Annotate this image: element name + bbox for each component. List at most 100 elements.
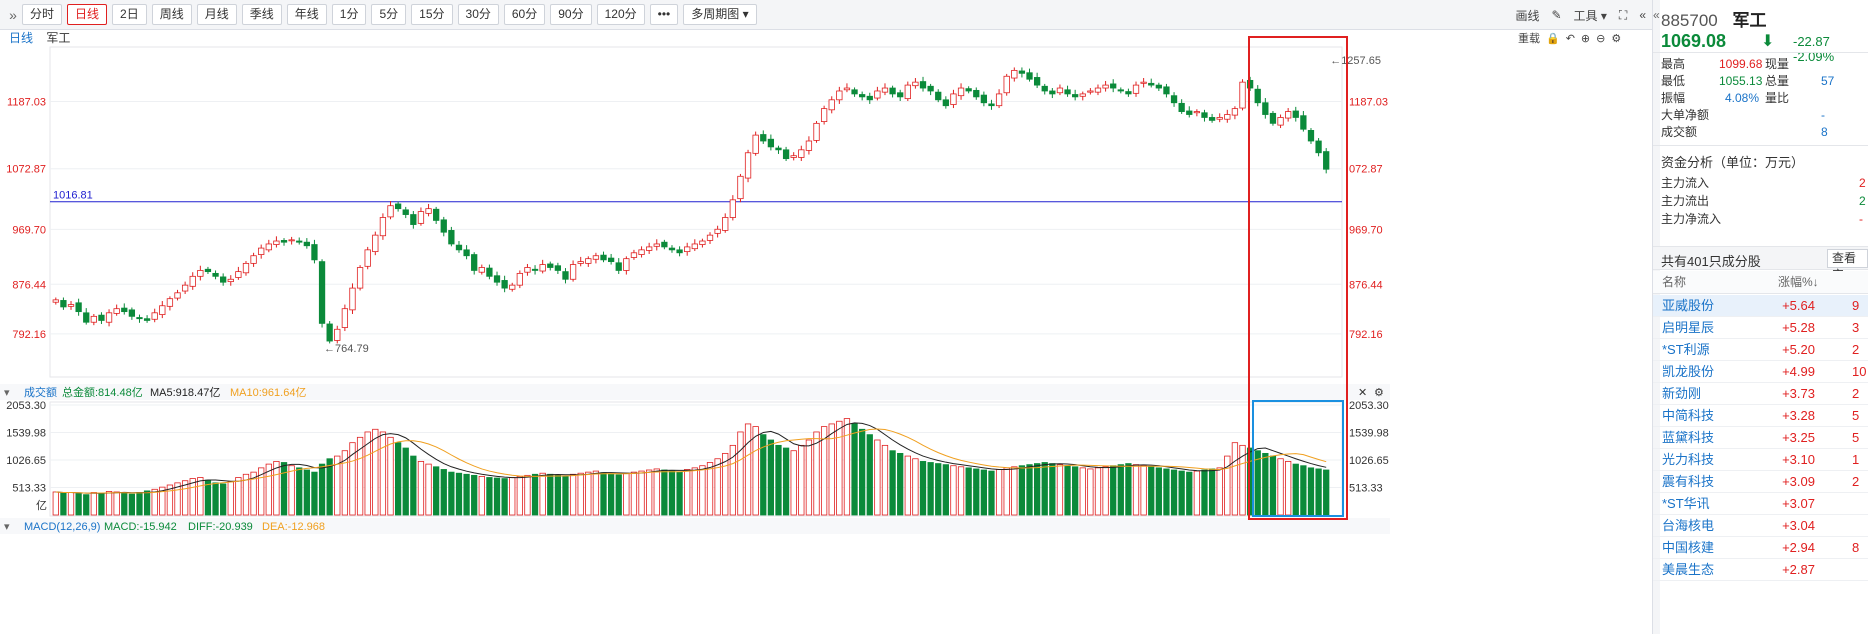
stock-name[interactable]: 中简科技 [1662,408,1715,423]
candle-body [554,265,562,271]
price-tick-right: 072.87 [1349,164,1383,176]
macd-label[interactable]: MACD(12,26,9) [24,521,100,533]
period-button-5[interactable]: 季线 [241,4,282,25]
candle [767,134,775,151]
table-row[interactable]: 启明星辰 +5.28 3 [1653,317,1868,339]
candle-body [356,267,364,289]
candle [387,201,394,220]
pencil-icon[interactable]: ✎ [1551,8,1562,22]
stock-name[interactable]: 凯龙股份 [1662,364,1715,379]
collapse-icon[interactable]: « [1639,8,1646,22]
period-button-15[interactable]: 多周期图 ▾ [683,4,757,25]
period-button-7[interactable]: 1分 [331,4,367,25]
period-button-14[interactable]: ••• [649,4,679,25]
period-button-9[interactable]: 15分 [411,4,453,25]
sidebar-toggle[interactable]: « [1652,0,1660,634]
candle-body [516,272,523,286]
period-button-11[interactable]: 60分 [503,4,546,25]
table-row[interactable]: 蓝黛科技 +3.25 5 [1653,427,1868,449]
table-row[interactable]: 新劲刚 +3.73 2 [1653,383,1868,405]
period-button-10[interactable]: 30分 [457,4,499,25]
stock-change-pct: +2.87 [1782,562,1815,577]
period-button-8[interactable]: 5分 [371,4,407,25]
fullscreen-icon[interactable]: ⛶ [1618,7,1628,22]
stock-name[interactable]: 新劲刚 [1662,386,1702,401]
candle-body [105,312,113,323]
stat-value-2: 8 [1821,125,1828,139]
table-row[interactable]: 凯龙股份 +4.99 10 [1653,361,1868,383]
period-button-12[interactable]: 90分 [550,4,592,25]
reload-button[interactable]: 重载 [1518,33,1540,45]
stock-name[interactable]: 亚威股份 [1662,298,1715,313]
undo-icon[interactable]: ↶ [1565,32,1575,45]
volume-bar [805,439,813,516]
stock-name[interactable]: 震有科技 [1662,474,1715,489]
zoom-out-icon[interactable]: ⊖ [1596,32,1606,45]
volume-bar [973,468,980,516]
period-button-2[interactable]: 2日 [112,4,147,25]
candle-body [387,205,394,218]
candle-body [1064,89,1071,95]
table-row[interactable]: 光力科技 +3.10 1 [1653,449,1868,471]
stat-row: 大单净额 - [1661,107,1825,124]
volume-bar [547,473,554,516]
view-all-button[interactable]: 查看完 [1827,249,1868,282]
period-button-6[interactable]: 年线 [286,4,327,25]
draw-line-button[interactable]: 画线 [1515,8,1540,23]
table-row[interactable]: 台海核电 +3.04 [1653,515,1868,537]
table-row[interactable]: 美晨生态 +2.87 [1653,559,1868,581]
chevron-double-left-icon[interactable]: « [1653,8,1660,22]
candle-body [1269,112,1277,124]
volume-bar [1163,468,1170,516]
collapse-macd-icon[interactable]: ▾ [4,521,10,533]
period-toolbar: » 分时 日线 2日 周线 月线 季线 年线 1分 5分 15分 30分 60分 90分 120分 ••• 多… [0,0,1652,30]
table-row[interactable]: *ST华讯 +3.07 [1653,493,1868,515]
period-button-3[interactable]: 周线 [151,4,192,25]
table-row[interactable]: 震有科技 +3.09 2 [1653,471,1868,493]
stock-name[interactable]: 中国核建 [1662,540,1715,555]
stock-name[interactable]: *ST华讯 [1662,496,1710,511]
period-button-1[interactable]: 日线 [67,4,108,25]
volume-bar [1102,466,1109,516]
table-row[interactable]: 中国核建 +2.94 8 [1653,537,1868,559]
dea-value: DEA:-12.968 [262,521,325,533]
stock-name[interactable]: 美晨生态 [1662,562,1715,577]
stock-change-pct: +3.28 [1782,408,1815,423]
volume-settings-icon[interactable]: ⚙ [1374,387,1384,399]
period-button-13[interactable]: 120分 [596,4,645,25]
volume-bar [585,471,592,516]
period-button-0[interactable]: 分时 [22,4,63,25]
lock-icon[interactable]: 🔒 [1546,32,1560,45]
volume-bar [75,493,82,516]
stock-name[interactable]: 光力科技 [1662,452,1715,467]
chevron-double-right-icon[interactable]: » [9,6,17,23]
period-button-4[interactable]: 月线 [196,4,237,25]
candle-body [121,307,128,313]
stock-name[interactable]: 蓝黛科技 [1662,430,1715,445]
candle [83,308,90,325]
col-name-header[interactable]: 名称 [1662,275,1687,289]
stock-name[interactable]: 启明星辰 [1662,320,1715,335]
close-volume-icon[interactable]: ✕ [1358,387,1367,399]
stock-extra-value: 3 [1852,320,1860,335]
volume-bar [919,461,927,516]
price-tick-right: 792.16 [1349,329,1383,341]
settings-icon[interactable]: ⚙ [1611,32,1622,45]
volume-bar [296,467,303,516]
candle-body [1178,102,1185,112]
table-row[interactable]: *ST利源 +5.20 2 [1653,339,1868,361]
table-row[interactable]: 亚威股份 +5.64 9 [1653,295,1868,317]
low-annotation: ←764.79 [324,343,369,355]
collapse-volume-icon[interactable]: ▾ [4,387,10,399]
table-row[interactable]: 中简科技 +3.28 5 [1653,405,1868,427]
tools-menu[interactable]: 工具 ▾ [1573,8,1607,23]
col-pct-header[interactable]: 涨幅%↓ [1778,275,1819,289]
volume-bar [1231,442,1239,516]
candle [1292,106,1299,122]
volume-bar [379,431,387,516]
stock-name[interactable]: 台海核电 [1662,518,1715,533]
zoom-in-icon[interactable]: ⊕ [1580,32,1591,45]
stock-name[interactable]: *ST利源 [1662,342,1710,357]
volume-label[interactable]: 成交额 [24,385,57,399]
kline-chart[interactable]: 1187.03 1187.03 1072.87 072.87 969.70 969.70 8… [0,0,1652,634]
